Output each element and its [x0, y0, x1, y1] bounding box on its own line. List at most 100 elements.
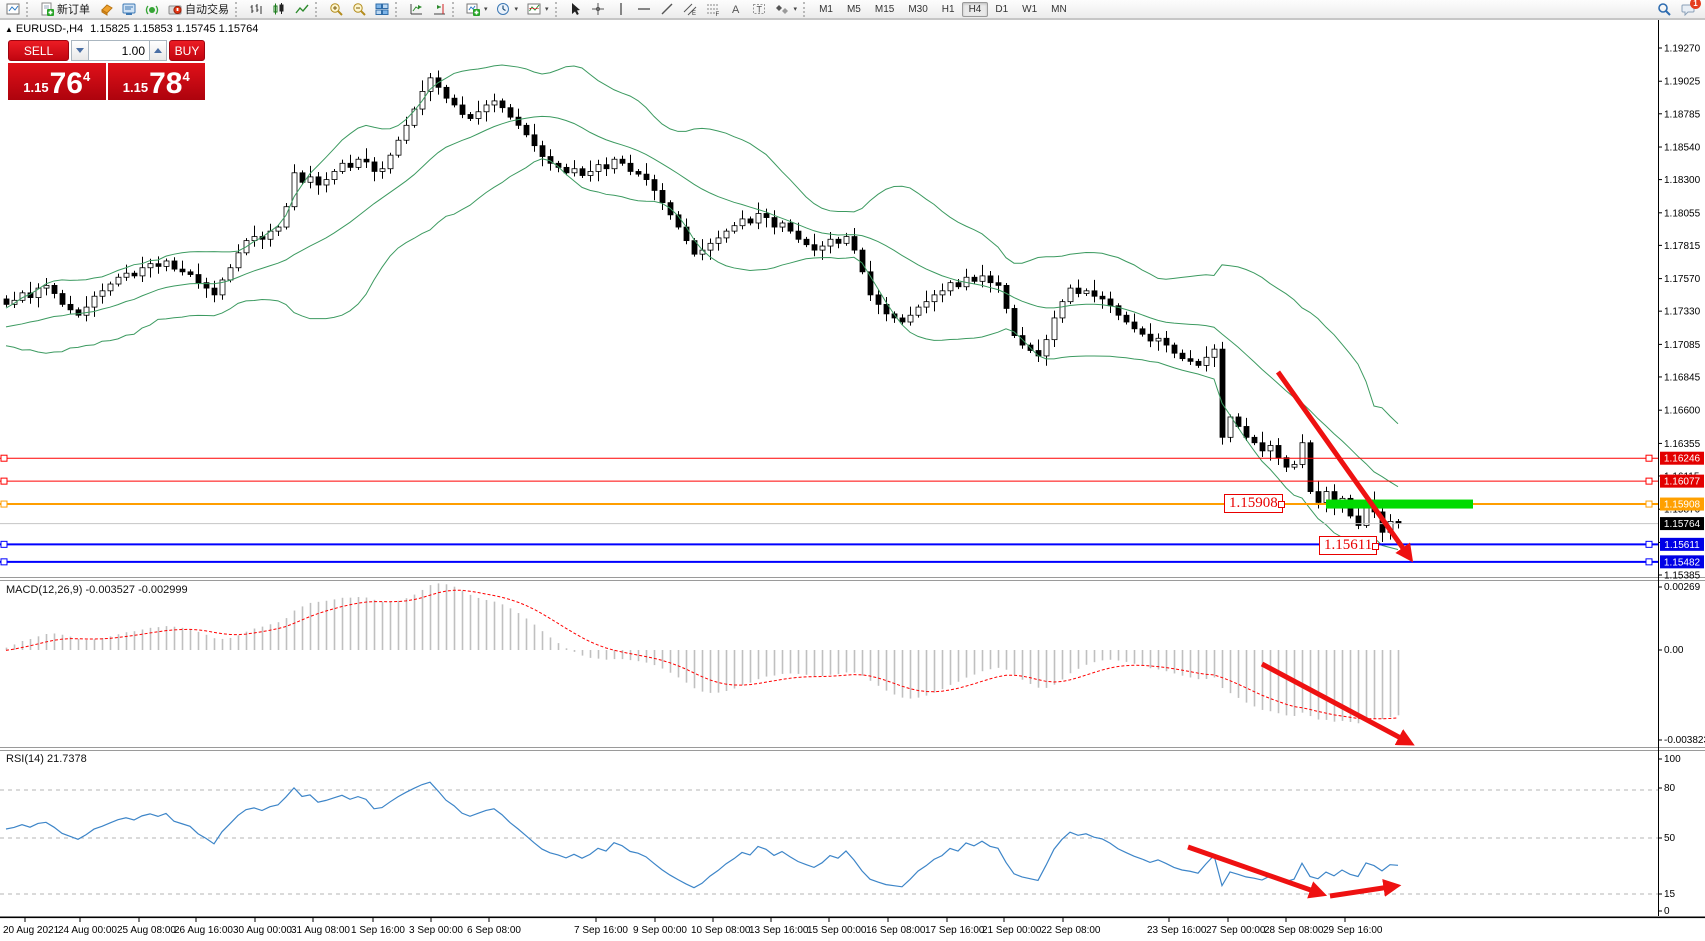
- buy-button[interactable]: BUY: [169, 40, 205, 61]
- trend-arrow-main[interactable]: [1275, 370, 1414, 563]
- new-order-button[interactable]: 新订单: [35, 0, 94, 19]
- axis-tick-label: 1.16600: [1664, 406, 1701, 417]
- candle-body: [1243, 426, 1250, 438]
- buy-price-button[interactable]: 1.15 78 4: [107, 63, 205, 100]
- timeframe-w1[interactable]: W1: [1022, 3, 1038, 15]
- zoom-out-button[interactable]: [347, 0, 370, 19]
- timeframe-h1[interactable]: H1: [941, 3, 955, 15]
- candle-body: [1147, 333, 1154, 342]
- notifications-button[interactable]: 1: [1680, 0, 1701, 19]
- auto-scroll-button[interactable]: [404, 0, 427, 19]
- search-button[interactable]: [1656, 1, 1671, 19]
- rsi-axis: 100 80 50 15 0: [1658, 754, 1681, 917]
- candle-body: [347, 162, 354, 168]
- macd-histogram: [5, 583, 1400, 724]
- horizontal-line-tool-button[interactable]: [633, 0, 656, 19]
- one-click-trading-panel: SELL BUY 1.15 76 4 1.15 78 4: [8, 40, 205, 100]
- candle-body: [1115, 305, 1122, 316]
- annotation-price-label-15611[interactable]: 1.15611: [1319, 536, 1380, 555]
- candle-body: [91, 295, 98, 308]
- timeframe-m5[interactable]: M5: [846, 3, 861, 15]
- hline-handle[interactable]: [1645, 558, 1653, 566]
- periods-button[interactable]: ▾: [492, 0, 523, 19]
- collapse-panel-icon[interactable]: ▲: [5, 25, 13, 34]
- zoom-in-button[interactable]: [324, 0, 347, 19]
- price-tag-text: 1.15611: [1664, 540, 1700, 551]
- chart-window-button[interactable]: [1, 0, 24, 19]
- candle-body: [835, 238, 842, 244]
- auto-scroll-icon: [408, 2, 423, 17]
- label-anchor-handle[interactable]: [1372, 542, 1380, 550]
- hline-handle[interactable]: [0, 454, 8, 462]
- time-tick-label: 30 Aug 00:00: [233, 925, 292, 936]
- crosshair-tool-button[interactable]: [587, 0, 610, 19]
- timeframe-d1[interactable]: D1: [995, 3, 1009, 15]
- candles-chart-button[interactable]: [267, 0, 290, 19]
- timeframe-m1[interactable]: M1: [819, 3, 833, 15]
- volume-down-button[interactable]: [71, 40, 89, 61]
- support-highlight-bar[interactable]: [1326, 499, 1473, 509]
- hline-handle[interactable]: [0, 558, 8, 566]
- candle-body: [115, 276, 122, 285]
- templates-button[interactable]: ▾: [522, 0, 553, 19]
- tile-windows-button[interactable]: [370, 0, 393, 19]
- candle-body: [379, 168, 386, 172]
- timeframe-h4[interactable]: H4: [961, 1, 989, 17]
- label-tool-button[interactable]: T: [748, 0, 771, 19]
- trendline-tool-button[interactable]: [656, 0, 679, 19]
- tile-windows-icon: [374, 2, 389, 17]
- sell-price-button[interactable]: 1.15 76 4: [8, 63, 106, 100]
- candle-body: [851, 236, 858, 251]
- hline-handle[interactable]: [1645, 454, 1653, 462]
- trend-arrow-rsi-2[interactable]: [1329, 878, 1402, 899]
- shapes-menu-button[interactable]: ▾: [771, 0, 802, 19]
- candle-body: [299, 172, 306, 183]
- hline-handle[interactable]: [1645, 540, 1653, 548]
- candle-body: [1291, 464, 1298, 468]
- autotrading-button[interactable]: 自动交易: [163, 0, 233, 19]
- trend-arrow-macd[interactable]: [1260, 661, 1415, 746]
- hline-handle[interactable]: [1645, 500, 1653, 508]
- timeframe-m30[interactable]: M30: [908, 3, 928, 15]
- hline-handle[interactable]: [0, 477, 8, 485]
- time-tick-label: 9 Sep 00:00: [633, 925, 687, 936]
- bars-chart-button[interactable]: [244, 0, 267, 19]
- signals-button[interactable]: [140, 0, 163, 19]
- trend-arrow-rsi-1[interactable]: [1187, 844, 1328, 899]
- sell-button[interactable]: SELL: [8, 40, 69, 61]
- hline-handle[interactable]: [1645, 477, 1653, 485]
- volume-up-button[interactable]: [149, 40, 167, 61]
- candle-body: [235, 252, 242, 269]
- timeframe-m15[interactable]: M15: [874, 3, 895, 15]
- toolbar-group: 新订单 自动交易: [35, 0, 233, 19]
- line-chart-button[interactable]: [290, 0, 313, 19]
- equidistant-channel-tool-button[interactable]: E: [679, 0, 702, 19]
- new-chart-button[interactable]: ▾: [461, 0, 492, 19]
- label-anchor-handle[interactable]: [1277, 500, 1285, 508]
- timeframe-mn[interactable]: MN: [1051, 3, 1067, 15]
- text-tool-button[interactable]: A: [725, 0, 748, 19]
- macd-axis-label: 0.00269: [1664, 582, 1701, 593]
- vertical-line-tool-button[interactable]: [610, 0, 633, 19]
- candle-body: [603, 164, 610, 170]
- candle-body: [1275, 445, 1282, 459]
- hline-handle[interactable]: [0, 540, 8, 548]
- candle-body: [931, 294, 938, 303]
- vertical-line-icon: [614, 2, 629, 17]
- hline-handle[interactable]: [0, 500, 8, 508]
- candle-body: [1035, 350, 1042, 357]
- metaeditor-button[interactable]: [117, 0, 140, 19]
- candle-body: [883, 303, 890, 315]
- cursor-tool-button[interactable]: [564, 0, 587, 19]
- metaeditor-icon: [121, 2, 136, 17]
- volume-input[interactable]: [89, 40, 149, 61]
- zoom-in-icon: [328, 2, 343, 17]
- time-tick-label: 13 Sep 16:00: [749, 925, 809, 936]
- annotation-price-label-15908[interactable]: 1.15908: [1224, 494, 1285, 513]
- chart-shift-button[interactable]: [427, 0, 450, 19]
- fibonacci-tool-button[interactable]: F: [702, 0, 725, 19]
- candle-body: [1123, 314, 1130, 323]
- candle-body: [483, 104, 490, 113]
- candle-body: [99, 290, 106, 297]
- highlighter-button[interactable]: [94, 0, 117, 19]
